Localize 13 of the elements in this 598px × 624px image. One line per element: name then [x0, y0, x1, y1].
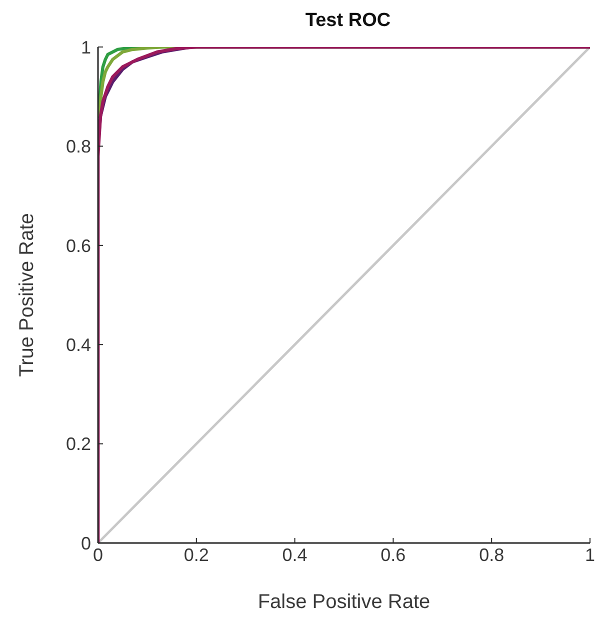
x-tick-label: 0.8	[479, 544, 504, 565]
y-tick-label: 0.2	[66, 434, 91, 454]
x-tick-label: 1	[584, 544, 596, 565]
y-axis-title: True Positive Rate	[16, 213, 38, 377]
x-tick-label: 0.2	[184, 544, 209, 565]
chart-title: Test ROC	[304, 10, 392, 32]
y-tick-label: 1	[80, 37, 91, 58]
x-tick-label: 0.6	[380, 544, 406, 565]
x-tick-label: 0.4	[282, 544, 308, 565]
y-tick-label: 0.6	[66, 236, 91, 256]
y-tick-label: 0.4	[66, 334, 91, 355]
y-tick-label: 0.8	[66, 136, 91, 157]
x-axis-title: False Positive Rate	[258, 591, 430, 613]
